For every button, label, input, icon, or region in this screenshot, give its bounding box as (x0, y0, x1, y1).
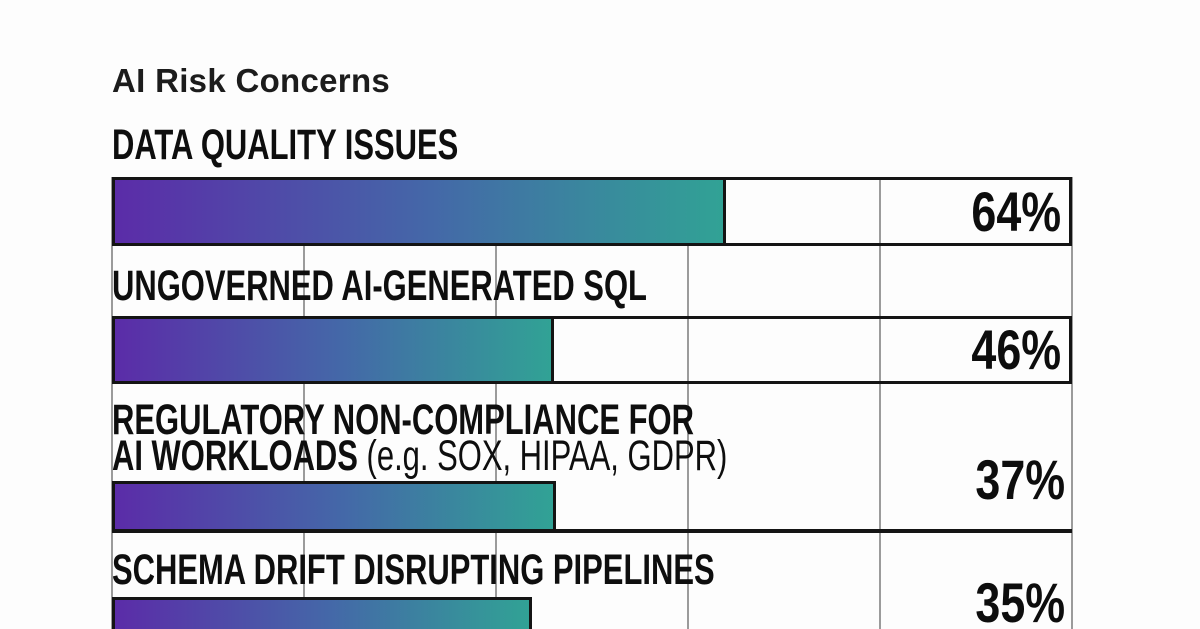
gridline-0pct (111, 177, 113, 629)
bar-track: 46% (112, 316, 1072, 384)
bar-label-line2: AI WORKLOADS (e.g. SOX, HIPAA, GDPR) (112, 432, 728, 480)
bar-label-data-quality: DATA QUALITY ISSUES (112, 121, 459, 169)
bar-fill-regulatory (112, 481, 556, 532)
gridline-40pct (495, 177, 497, 629)
bar-label-schema-drift: SCHEMA DRIFT DISRUPTING PIPELINES (112, 546, 715, 594)
gridline-20pct (303, 177, 305, 629)
page-title: AI Risk Concerns (112, 62, 391, 99)
value-label-schema-drift: 35% (975, 571, 1065, 629)
bar-fill-ungoverned-sql (115, 319, 554, 381)
value-label-wrap: 46% (949, 319, 1061, 381)
gridline-60pct (687, 177, 689, 629)
bar-track: 64% (112, 177, 1072, 246)
bar-fill-data-quality (115, 180, 726, 243)
value-label-ungoverned-sql: 46% (971, 318, 1061, 381)
row-bottom-rule (112, 529, 1072, 533)
gridline-100pct (1071, 177, 1073, 629)
value-label-data-quality: 64% (971, 179, 1061, 243)
gridlines (111, 177, 1073, 629)
bar-label-ungoverned-sql: UNGOVERNED AI-GENERATED SQL (112, 262, 647, 310)
gridline-80pct (879, 177, 881, 629)
bar-label-line1: REGULATORY NON-COMPLIANCE FOR (112, 396, 694, 444)
bar-label-regulatory: REGULATORY NON-COMPLIANCE FOR AI WORKLOA… (112, 396, 728, 480)
value-label-regulatory: 37% (975, 448, 1065, 511)
bar-fill-schema-drift (112, 597, 532, 629)
value-label-wrap: 64% (949, 180, 1061, 243)
